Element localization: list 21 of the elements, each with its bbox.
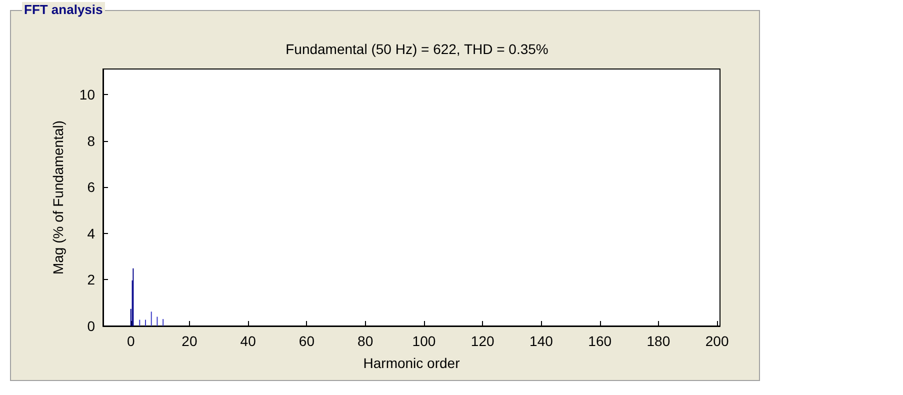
x-tick-label: 120 — [470, 333, 494, 349]
x-tick-label: 60 — [298, 333, 315, 349]
x-tick-label: 140 — [530, 333, 554, 349]
y-tick-label: 6 — [87, 179, 96, 196]
x-tick-label: 200 — [705, 333, 729, 349]
x-tick-label: 80 — [358, 333, 374, 349]
y-tick-label: 2 — [87, 272, 96, 288]
x-axis-title: Harmonic order — [363, 355, 460, 371]
y-tick-label: 0 — [87, 318, 96, 334]
x-tick-label: 160 — [588, 333, 612, 349]
y-tick-label: 4 — [87, 225, 96, 242]
chart-title: Fundamental (50 Hz) = 622, THD = 0.35% — [286, 41, 548, 57]
y-tick-label: 8 — [87, 132, 96, 149]
x-tick-label: 40 — [240, 333, 256, 349]
y-axis-title: Mag (% of Fundamental) — [50, 120, 66, 275]
y-tick-label: 10 — [79, 86, 96, 102]
x-tick-label: 0 — [126, 333, 135, 349]
x-tick-label: 180 — [646, 333, 670, 349]
x-tick-label: 100 — [412, 333, 436, 349]
text: FFT analysis — [22, 2, 105, 17]
x-tick-label: 20 — [182, 333, 198, 349]
